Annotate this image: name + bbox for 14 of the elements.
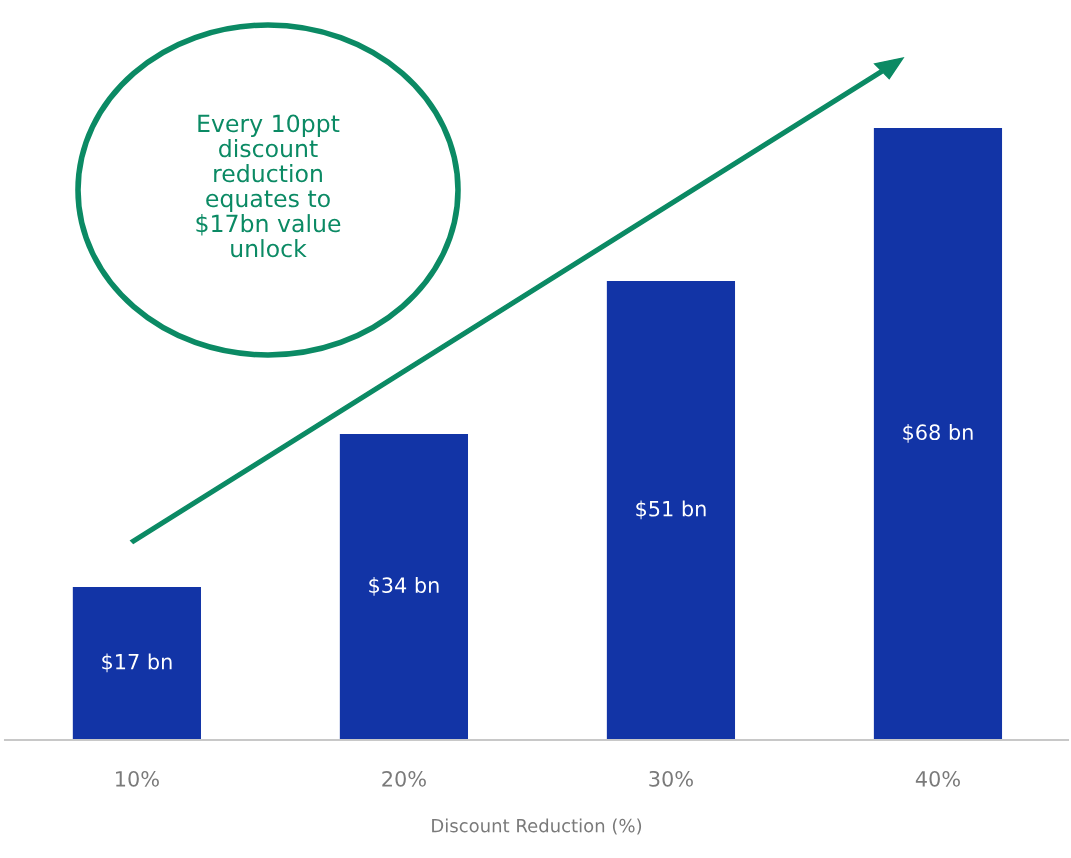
- data-label: $34 bn: [369, 576, 439, 596]
- bar: [606, 281, 736, 740]
- bar: [873, 128, 1003, 740]
- data-label: $17 bn: [102, 653, 172, 673]
- x-tick-label: 20%: [382, 770, 426, 787]
- x-tick-label: 40%: [915, 770, 960, 787]
- bar: [339, 434, 469, 740]
- bar: [72, 587, 201, 740]
- x-axis-title: Discount Reduction (%): [432, 818, 642, 835]
- x-tick-label: 30%: [649, 770, 693, 787]
- data-label: $68 bn: [903, 423, 973, 443]
- data-label: $51 bn: [636, 500, 706, 520]
- annotation: Every 10ppt discount reduction equates to $17bn value unlock: [196, 114, 341, 258]
- x-tick-label: 10%: [116, 770, 159, 787]
